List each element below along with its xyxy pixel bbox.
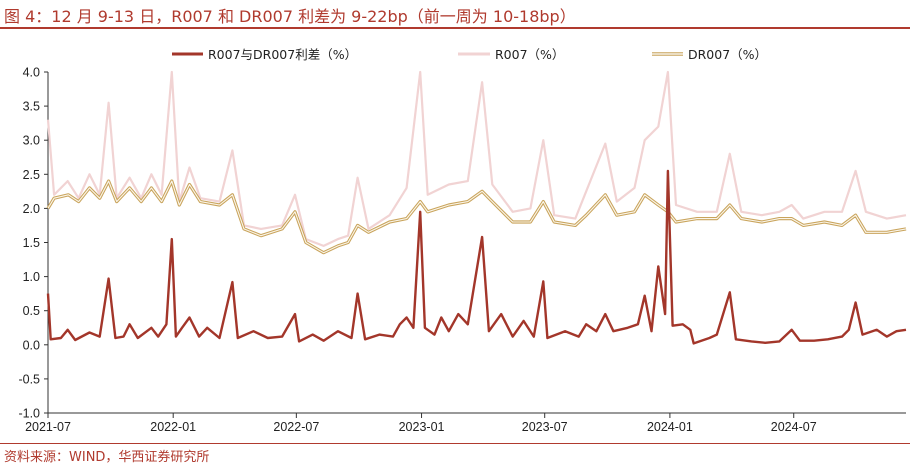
plot-area bbox=[46, 70, 907, 345]
x-tick-label: 2023-01 bbox=[399, 420, 445, 434]
y-tick-label: 3.5 bbox=[23, 100, 40, 114]
y-tick-label: 2.5 bbox=[23, 168, 40, 182]
line-chart: R007与DR007利差（%） R007（%） DR007（%） 4.0 3.5 3… bbox=[18, 47, 907, 434]
y-tick-label: 3.0 bbox=[23, 134, 40, 148]
x-tick-label: 2021-07 bbox=[25, 420, 71, 434]
series-line-r007 bbox=[46, 70, 907, 247]
y-tick-label: 4.0 bbox=[23, 66, 40, 80]
legend-item-r007: R007（%） bbox=[458, 47, 564, 62]
legend-item-dr007: DR007（%） bbox=[652, 47, 767, 62]
y-tick-label: 1.5 bbox=[23, 236, 40, 250]
x-tick-label: 2023-07 bbox=[522, 420, 568, 434]
series-line-spread bbox=[46, 169, 907, 345]
legend-item-spread: R007与DR007利差（%） bbox=[172, 47, 357, 62]
y-tick-label: 1.0 bbox=[23, 270, 40, 284]
y-tick-label: 0.0 bbox=[23, 338, 40, 352]
legend: R007与DR007利差（%） R007（%） DR007（%） bbox=[172, 47, 767, 62]
x-tick-label: 2024-01 bbox=[647, 420, 693, 434]
legend-label-spread: R007与DR007利差（%） bbox=[208, 47, 357, 62]
y-tick-label: -0.5 bbox=[18, 372, 40, 386]
legend-label-r007: R007（%） bbox=[495, 47, 564, 62]
title-divider bbox=[0, 27, 910, 29]
axes: 4.0 3.5 3.0 2.5 2.0 1.5 1.0 0.5 0.0 -0.5 -1.02021-… bbox=[18, 66, 906, 434]
x-tick-label: 2024-07 bbox=[771, 420, 817, 434]
y-tick-label: 2.0 bbox=[23, 202, 40, 216]
chart-title: 图 4：12 月 9-13 日，R007 和 DR007 利差为 9-22bp（… bbox=[4, 7, 576, 26]
y-tick-label: -1.0 bbox=[18, 407, 40, 421]
legend-label-dr007: DR007（%） bbox=[688, 47, 767, 62]
series-line-dr007-inner bbox=[47, 180, 907, 254]
y-tick-label: 0.5 bbox=[23, 304, 40, 318]
series-line-dr007 bbox=[46, 179, 907, 255]
source-note: 资料来源：WIND，华西证券研究所 bbox=[4, 450, 210, 465]
x-tick-label: 2022-01 bbox=[150, 420, 196, 434]
footer-divider bbox=[0, 443, 910, 444]
x-tick-label: 2022-07 bbox=[273, 420, 319, 434]
